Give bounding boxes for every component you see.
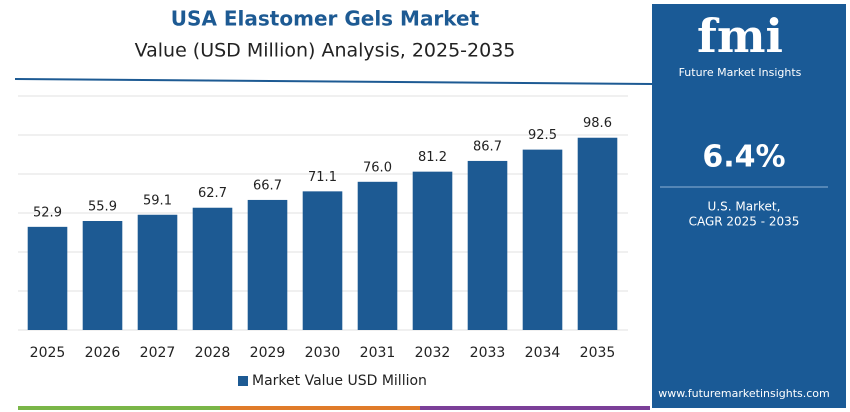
footer-strip (220, 406, 420, 410)
legend-swatch (238, 376, 248, 386)
bar (357, 181, 398, 330)
x-tick-label: 2028 (195, 345, 231, 361)
market-label: U.S. Market, (708, 200, 781, 214)
logo-subtitle: Future Market Insights (679, 66, 802, 79)
cagr-value: 6.4% (702, 140, 785, 175)
value-label: 81.2 (418, 150, 447, 165)
bar (82, 220, 123, 330)
side-panel (652, 4, 846, 408)
value-label: 52.9 (33, 205, 62, 220)
value-label: 86.7 (473, 139, 502, 154)
chart-subtitle: Value (USD Million) Analysis, 2025-2035 (135, 40, 516, 62)
x-tick-label: 2027 (140, 345, 176, 361)
bar (577, 137, 618, 330)
value-label: 76.0 (363, 160, 392, 175)
bar (467, 160, 508, 330)
x-tick-label: 2032 (415, 345, 451, 361)
title-rule (14, 78, 653, 85)
footer-strip (420, 406, 650, 410)
value-label: 92.5 (528, 128, 557, 143)
chart-title: USA Elastomer Gels Market (171, 7, 480, 31)
bar (137, 214, 178, 330)
value-label: 55.9 (88, 199, 117, 214)
bar (302, 191, 343, 330)
period-label: CAGR 2025 - 2035 (689, 215, 800, 229)
value-label: 98.6 (583, 116, 612, 131)
x-tick-label: 2035 (580, 345, 616, 361)
value-label: 62.7 (198, 186, 227, 201)
logo: fmi (697, 9, 783, 63)
bar (247, 199, 288, 330)
bar (192, 207, 233, 330)
x-tick-label: 2031 (360, 345, 396, 361)
value-label: 71.1 (308, 170, 337, 185)
x-tick-label: 2034 (525, 345, 561, 361)
x-tick-label: 2030 (305, 345, 341, 361)
value-label: 66.7 (253, 178, 282, 193)
x-tick-label: 2033 (470, 345, 506, 361)
bar (522, 149, 563, 330)
bar (412, 171, 453, 330)
x-tick-label: 2025 (30, 345, 66, 361)
website: www.futuremarketinsights.com (658, 387, 830, 400)
bar (27, 226, 68, 330)
value-label: 59.1 (143, 193, 172, 208)
x-tick-label: 2029 (250, 345, 286, 361)
x-tick-label: 2026 (85, 345, 121, 361)
footer-strip (18, 406, 220, 410)
legend-label: Market Value USD Million (252, 373, 427, 389)
